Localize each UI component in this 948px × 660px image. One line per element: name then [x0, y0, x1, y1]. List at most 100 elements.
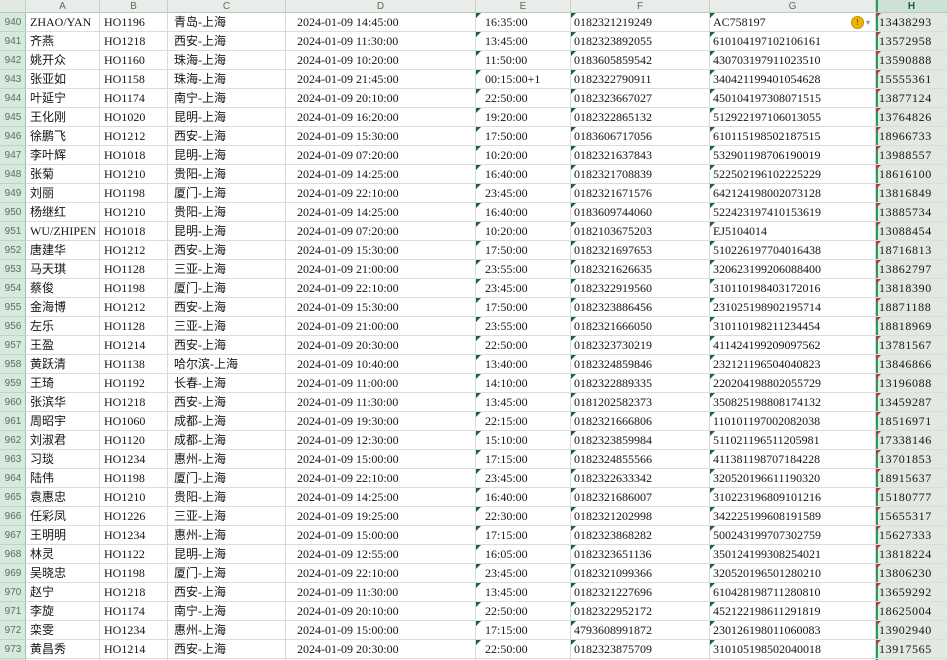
cell-flight-number[interactable]: HO1218	[100, 583, 168, 602]
row-header-cell[interactable]: 949	[0, 184, 26, 203]
row-header-cell[interactable]: 971	[0, 602, 26, 621]
cell-flight-number[interactable]: HO1196	[100, 13, 168, 32]
row-header-cell[interactable]: 963	[0, 450, 26, 469]
cell-passenger-name[interactable]: 周昭宇	[26, 412, 100, 431]
cell-route[interactable]: 南宁-上海	[168, 89, 286, 108]
row-header-cell[interactable]: 947	[0, 146, 26, 165]
cell-departure-datetime[interactable]: 2024-01-09 07:20:00	[286, 146, 476, 165]
cell-ticket-number[interactable]: 0182321099366	[571, 564, 710, 583]
cell-flight-number[interactable]: HO1198	[100, 184, 168, 203]
cell-ticket-number[interactable]: 0182322919560	[571, 279, 710, 298]
cell-phone-number[interactable]: 13590888	[876, 51, 948, 70]
cell-passenger-name[interactable]: 张滨华	[26, 393, 100, 412]
cell-ticket-number[interactable]: 0182321697653	[571, 241, 710, 260]
cell-flight-number[interactable]: HO1198	[100, 564, 168, 583]
row-header-cell[interactable]: 944	[0, 89, 26, 108]
column-header-h[interactable]: H	[876, 0, 948, 12]
cell-ticket-number[interactable]: 0182321686007	[571, 488, 710, 507]
cell-flight-number[interactable]: HO1210	[100, 165, 168, 184]
row-header-cell[interactable]: 972	[0, 621, 26, 640]
cell-phone-number[interactable]: 15180777	[876, 488, 948, 507]
cell-arrival-time[interactable]: 22:30:00	[476, 507, 571, 526]
cell-departure-datetime[interactable]: 2024-01-09 22:10:00	[286, 279, 476, 298]
cell-flight-number[interactable]: HO1060	[100, 412, 168, 431]
cell-id-number[interactable]: 350124199308254021	[710, 545, 876, 564]
cell-id-number[interactable]: 232121196504040823	[710, 355, 876, 374]
row-header-cell[interactable]: 966	[0, 507, 26, 526]
row-header-cell[interactable]: 970	[0, 583, 26, 602]
cell-phone-number[interactable]: 18516971	[876, 412, 948, 431]
cell-phone-number[interactable]: 13917565	[876, 640, 948, 659]
cell-phone-number[interactable]: 18871188	[876, 298, 948, 317]
cell-flight-number[interactable]: HO1198	[100, 279, 168, 298]
cell-route[interactable]: 三亚-上海	[168, 317, 286, 336]
cell-departure-datetime[interactable]: 2024-01-09 11:30:00	[286, 32, 476, 51]
row-header-cell[interactable]: 948	[0, 165, 26, 184]
cell-passenger-name[interactable]: 张亚如	[26, 70, 100, 89]
cell-passenger-name[interactable]: 李叶辉	[26, 146, 100, 165]
cell-departure-datetime[interactable]: 2024-01-09 15:30:00	[286, 298, 476, 317]
row-header-cell[interactable]: 962	[0, 431, 26, 450]
cell-route[interactable]: 厦门-上海	[168, 469, 286, 488]
cell-ticket-number[interactable]: 0182323868282	[571, 526, 710, 545]
cell-id-number[interactable]: 220204198802055729	[710, 374, 876, 393]
cell-phone-number[interactable]: 13196088	[876, 374, 948, 393]
cell-route[interactable]: 惠州-上海	[168, 450, 286, 469]
cell-flight-number[interactable]: HO1234	[100, 450, 168, 469]
cell-route[interactable]: 昆明-上海	[168, 545, 286, 564]
cell-flight-number[interactable]: HO1214	[100, 336, 168, 355]
cell-departure-datetime[interactable]: 2024-01-09 14:25:00	[286, 488, 476, 507]
cell-ticket-number[interactable]: 0182322952172	[571, 602, 710, 621]
cell-arrival-time[interactable]: 22:15:00	[476, 412, 571, 431]
cell-id-number[interactable]: 511021196511205981	[710, 431, 876, 450]
row-header-cell[interactable]: 955	[0, 298, 26, 317]
cell-ticket-number[interactable]: 0182321666806	[571, 412, 710, 431]
cell-id-number[interactable]: 610115198502187515	[710, 127, 876, 146]
cell-passenger-name[interactable]: 王化刚	[26, 108, 100, 127]
cell-passenger-name[interactable]: 吴晓忠	[26, 564, 100, 583]
cell-id-number[interactable]: 500243199707302759	[710, 526, 876, 545]
cell-id-number[interactable]: 512922197106013055	[710, 108, 876, 127]
cell-phone-number[interactable]: 15555361	[876, 70, 948, 89]
cell-flight-number[interactable]: HO1128	[100, 260, 168, 279]
cell-ticket-number[interactable]: 0182321671576	[571, 184, 710, 203]
cell-departure-datetime[interactable]: 2024-01-09 20:30:00	[286, 336, 476, 355]
cell-id-number[interactable]: 231025198902195714	[710, 298, 876, 317]
cell-departure-datetime[interactable]: 2024-01-09 21:00:00	[286, 260, 476, 279]
cell-route[interactable]: 西安-上海	[168, 336, 286, 355]
row-header-cell[interactable]: 950	[0, 203, 26, 222]
cell-departure-datetime[interactable]: 2024-01-09 11:00:00	[286, 374, 476, 393]
error-options-button[interactable]: ! ▾	[850, 16, 870, 29]
cell-departure-datetime[interactable]: 2024-01-09 16:20:00	[286, 108, 476, 127]
cell-departure-datetime[interactable]: 2024-01-09 21:00:00	[286, 317, 476, 336]
cell-route[interactable]: 厦门-上海	[168, 564, 286, 583]
cell-arrival-time[interactable]: 13:45:00	[476, 583, 571, 602]
cell-ticket-number[interactable]: 0182321219249	[571, 13, 710, 32]
cell-passenger-name[interactable]: 栾雯	[26, 621, 100, 640]
column-header-b[interactable]: B	[100, 0, 168, 12]
cell-departure-datetime[interactable]: 2024-01-09 19:30:00	[286, 412, 476, 431]
cell-route[interactable]: 西安-上海	[168, 583, 286, 602]
cell-id-number[interactable]: 610104197102106161	[710, 32, 876, 51]
cell-passenger-name[interactable]: 张菊	[26, 165, 100, 184]
cell-ticket-number[interactable]: 0182321626635	[571, 260, 710, 279]
cell-id-number[interactable]: 452122198611291819	[710, 602, 876, 621]
cell-passenger-name[interactable]: 金海博	[26, 298, 100, 317]
cell-departure-datetime[interactable]: 2024-01-09 14:25:00	[286, 165, 476, 184]
cell-flight-number[interactable]: HO1158	[100, 70, 168, 89]
cell-flight-number[interactable]: HO1212	[100, 298, 168, 317]
cell-departure-datetime[interactable]: 2024-01-09 22:10:00	[286, 564, 476, 583]
cell-ticket-number[interactable]: 0182321202998	[571, 507, 710, 526]
cell-phone-number[interactable]: 13781567	[876, 336, 948, 355]
cell-phone-number[interactable]: 13862797	[876, 260, 948, 279]
cell-flight-number[interactable]: HO1198	[100, 469, 168, 488]
cell-ticket-number[interactable]: 0182321666050	[571, 317, 710, 336]
row-header-cell[interactable]: 951	[0, 222, 26, 241]
cell-id-number[interactable]: 310105198502040018	[710, 640, 876, 659]
cell-flight-number[interactable]: HO1218	[100, 32, 168, 51]
row-header-cell[interactable]: 954	[0, 279, 26, 298]
cell-passenger-name[interactable]: 徐鹏飞	[26, 127, 100, 146]
cell-passenger-name[interactable]: 马天琪	[26, 260, 100, 279]
cell-arrival-time[interactable]: 17:15:00	[476, 450, 571, 469]
cell-phone-number[interactable]: 15627333	[876, 526, 948, 545]
